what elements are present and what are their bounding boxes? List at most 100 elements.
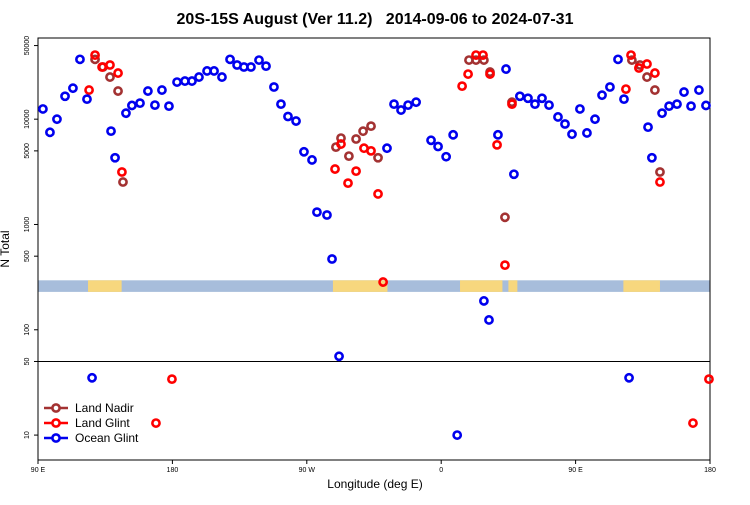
data-point — [411, 97, 422, 108]
data-point — [106, 126, 116, 137]
data-point — [553, 112, 563, 122]
data-point — [330, 164, 340, 174]
data-point — [507, 99, 517, 110]
data-point — [127, 100, 137, 111]
data-point — [312, 207, 322, 218]
data-point — [373, 152, 383, 163]
data-point — [366, 121, 376, 132]
y-tick-label: 50 — [24, 357, 31, 365]
x-tick-label: 180 — [167, 467, 179, 474]
x-tick-label: 0 — [439, 467, 443, 474]
data-point — [567, 129, 577, 140]
data-point — [121, 108, 131, 119]
data-point — [283, 111, 293, 122]
data-point — [344, 151, 354, 162]
y-axis-label: N Total — [0, 230, 12, 267]
data-point — [626, 55, 637, 65]
data-point — [135, 98, 145, 109]
legend-marker — [51, 418, 61, 428]
data-point — [624, 372, 634, 383]
land-band — [623, 280, 660, 292]
data-point — [378, 277, 389, 287]
data-point — [113, 86, 123, 96]
y-tick-label: 500 — [24, 250, 31, 262]
data-point — [582, 128, 592, 138]
data-point — [246, 62, 256, 72]
data-point — [113, 68, 123, 78]
data-point — [484, 315, 494, 325]
data-point — [38, 104, 48, 114]
data-point — [452, 430, 463, 440]
x-tick-label: 90 E — [568, 467, 583, 474]
data-point — [605, 82, 615, 92]
data-point — [291, 116, 301, 126]
land-band — [460, 280, 503, 292]
data-point — [492, 139, 502, 150]
data-point — [322, 210, 332, 220]
data-point — [530, 99, 540, 110]
data-point — [672, 99, 682, 110]
data-point — [537, 93, 547, 104]
data-point — [649, 68, 660, 78]
data-point — [457, 81, 468, 92]
data-point — [619, 94, 629, 105]
data-point — [45, 127, 55, 138]
y-tick-label: 5000 — [24, 143, 31, 159]
data-point — [493, 129, 503, 140]
data-point — [373, 189, 383, 199]
data-point — [366, 145, 376, 156]
y-tick-label: 1000 — [24, 217, 31, 233]
data-point — [642, 72, 652, 82]
data-point — [118, 177, 128, 187]
data-point — [679, 87, 689, 97]
plot-frame — [37, 37, 711, 461]
data-point — [187, 76, 197, 86]
data-point — [217, 72, 227, 82]
data-point — [613, 54, 623, 65]
data-point — [68, 83, 78, 94]
data-point — [634, 63, 644, 73]
data-point — [150, 100, 160, 111]
data-point — [60, 91, 70, 102]
data-point — [90, 54, 100, 65]
data-point — [590, 114, 600, 125]
data-point — [225, 54, 235, 65]
data-point — [151, 418, 161, 428]
data-point — [485, 69, 495, 79]
data-point — [560, 119, 570, 129]
x-tick-label: 90 W — [299, 467, 316, 474]
data-point — [704, 374, 714, 385]
land-band — [508, 280, 518, 292]
data-point — [626, 50, 636, 60]
data-point — [694, 85, 704, 95]
data-point — [382, 143, 392, 154]
x-axis-label: Longitude (deg E) — [327, 477, 422, 491]
data-point — [426, 135, 436, 146]
data-point — [254, 55, 264, 65]
data-point — [448, 129, 459, 140]
data-point — [276, 99, 286, 110]
data-point — [334, 351, 344, 362]
data-point — [433, 141, 443, 152]
data-point — [261, 61, 271, 72]
data-point — [327, 254, 337, 264]
data-point — [358, 126, 368, 137]
data-point — [463, 69, 473, 79]
y-tick-label: 100 — [24, 324, 31, 336]
data-point — [110, 152, 120, 163]
data-point — [209, 66, 219, 76]
data-point — [143, 86, 153, 96]
data-point — [167, 374, 177, 385]
data-point — [157, 85, 167, 95]
data-point — [351, 134, 361, 144]
data-point — [82, 94, 92, 105]
data-point — [299, 146, 309, 157]
data-point — [642, 59, 652, 69]
data-point — [621, 84, 631, 95]
legend-marker — [51, 433, 61, 443]
data-point — [544, 100, 554, 111]
chart-title: 20S-15S August (Ver 11.2) 2014-09-06 to … — [177, 11, 574, 28]
